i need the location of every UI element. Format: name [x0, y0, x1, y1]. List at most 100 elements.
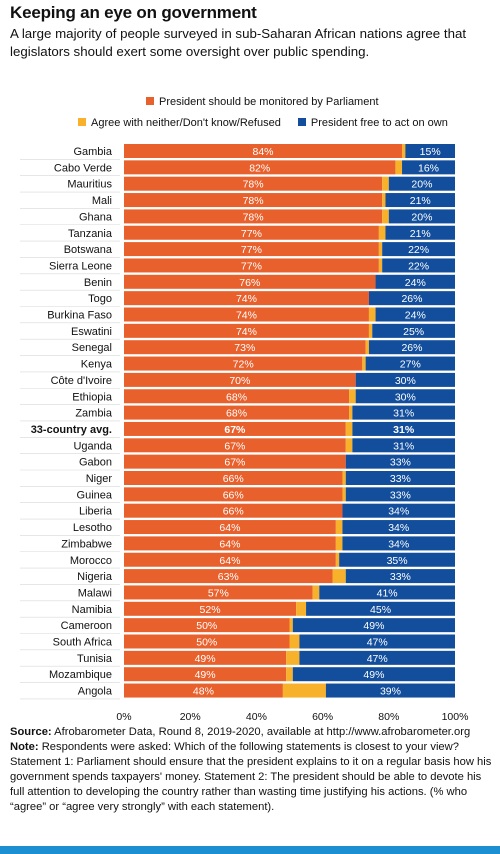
bar-segment-monitored — [124, 274, 376, 289]
bar-segment-monitored — [124, 421, 346, 436]
legend-item-free: President free to act on own — [297, 117, 448, 129]
data-label: 66% — [223, 473, 244, 485]
bar-segment-monitored — [124, 307, 369, 322]
data-label: 25% — [403, 326, 424, 338]
data-label: 45% — [370, 604, 391, 616]
bar-segment-monitored — [124, 176, 383, 191]
data-label: 68% — [226, 408, 247, 420]
data-label: 50% — [196, 637, 217, 649]
data-label: 64% — [219, 538, 240, 550]
bar-segment-neither — [289, 634, 300, 649]
category-label: Sierra Leone — [49, 260, 112, 272]
data-label: 21% — [410, 228, 431, 240]
data-label: 67% — [224, 440, 245, 452]
category-label: Guinea — [77, 489, 113, 501]
bar-segment-neither — [349, 405, 353, 420]
category-label: Liberia — [79, 506, 113, 518]
category-label: Morocco — [70, 555, 112, 567]
data-label: 76% — [239, 277, 260, 289]
data-label: 77% — [241, 244, 262, 256]
category-label: Uganda — [73, 440, 112, 452]
bar-segment-monitored — [124, 209, 383, 224]
bar-segment-free — [355, 389, 455, 404]
bar-segment-neither — [282, 683, 326, 698]
bar-segment-neither — [345, 421, 353, 436]
bar-segment-free — [372, 323, 455, 338]
bar-segment-free — [292, 618, 455, 633]
note-text: Respondents were asked: Which of the fol… — [10, 741, 492, 813]
bar-segment-neither — [335, 552, 340, 567]
legend-label-neither: Agree with neither/Don't know/Refused — [91, 117, 281, 129]
bar-segment-neither — [312, 585, 320, 600]
bar-segment-free — [299, 650, 455, 665]
data-label: 35% — [387, 555, 408, 567]
bar-segment-neither — [368, 323, 373, 338]
bar-segment-neither — [378, 242, 383, 257]
bar-segment-monitored — [124, 160, 396, 175]
data-label: 52% — [200, 604, 221, 616]
bar-segment-monitored — [124, 291, 369, 306]
bar-segment-free — [345, 471, 455, 485]
legend-swatch-monitored — [146, 97, 154, 106]
bar-segment-free — [345, 454, 455, 469]
category-label: Ethiopia — [72, 391, 113, 403]
category-label: Lesotho — [73, 522, 112, 534]
bar-segment-free — [342, 520, 455, 535]
bar-segment-free — [388, 209, 455, 224]
bar-segment-free — [339, 552, 455, 567]
data-label: 77% — [241, 228, 262, 240]
data-label: 66% — [223, 489, 244, 501]
bar-segment-free — [382, 258, 455, 273]
category-label: Burkina Faso — [47, 310, 112, 322]
data-label: 64% — [219, 555, 240, 567]
bar-segment-neither — [345, 438, 353, 453]
data-label: 33% — [390, 489, 411, 501]
data-label: 30% — [395, 391, 416, 403]
data-label: 41% — [377, 587, 398, 599]
data-label: 67% — [224, 424, 246, 436]
legend-row-1: President should be monitored by Parliam… — [146, 96, 393, 108]
category-label: Benin — [84, 277, 112, 289]
data-label: 39% — [380, 686, 401, 698]
bar-segment-neither — [362, 356, 366, 371]
source-line: Source: Afrobarometer Data, Round 8, 201… — [10, 725, 494, 740]
footer-notes: Source: Afrobarometer Data, Round 8, 201… — [10, 725, 494, 815]
data-label: 24% — [405, 310, 426, 322]
data-label: 74% — [236, 326, 257, 338]
x-tick-label: 80% — [378, 711, 399, 722]
bar-segment-monitored — [124, 503, 343, 518]
data-label: 63% — [218, 571, 239, 583]
data-label: 15% — [420, 146, 441, 158]
category-label: Cameroon — [61, 620, 112, 632]
bar-segment-monitored — [124, 552, 336, 567]
bar-segment-neither — [289, 618, 293, 633]
x-tick-label: 40% — [246, 711, 267, 722]
bar-segment-monitored — [124, 225, 379, 240]
data-label: 26% — [401, 293, 422, 305]
bar-segment-monitored — [124, 340, 366, 355]
category-label: Côte d'Ivoire — [51, 375, 112, 387]
data-label: 72% — [233, 359, 254, 371]
data-label: 33% — [390, 571, 411, 583]
bar-segment-neither — [342, 487, 346, 502]
data-label: 22% — [408, 260, 429, 272]
data-label: 49% — [363, 669, 384, 681]
category-label: Zimbabwe — [61, 538, 112, 550]
data-label: 78% — [243, 211, 264, 223]
bar-segment-monitored — [124, 323, 369, 338]
x-tick-label: 0% — [116, 711, 131, 722]
category-label: Eswatini — [71, 326, 112, 338]
data-label: 16% — [418, 162, 439, 174]
bar-segment-neither — [286, 667, 293, 682]
bar-segment-free — [292, 667, 455, 682]
bar-segment-monitored — [124, 438, 346, 453]
bar-segment-free — [385, 225, 455, 240]
bar-segment-neither — [286, 650, 300, 665]
legend-label-free: President free to act on own — [310, 117, 448, 129]
note-label: Note: — [10, 741, 39, 753]
bar-segment-monitored — [124, 242, 379, 257]
chart-title: Keeping an eye on government — [10, 3, 257, 22]
data-label: 64% — [219, 522, 240, 534]
source-text: Afrobarometer Data, Round 8, 2019-2020, … — [54, 726, 471, 738]
data-label: 30% — [395, 375, 416, 387]
